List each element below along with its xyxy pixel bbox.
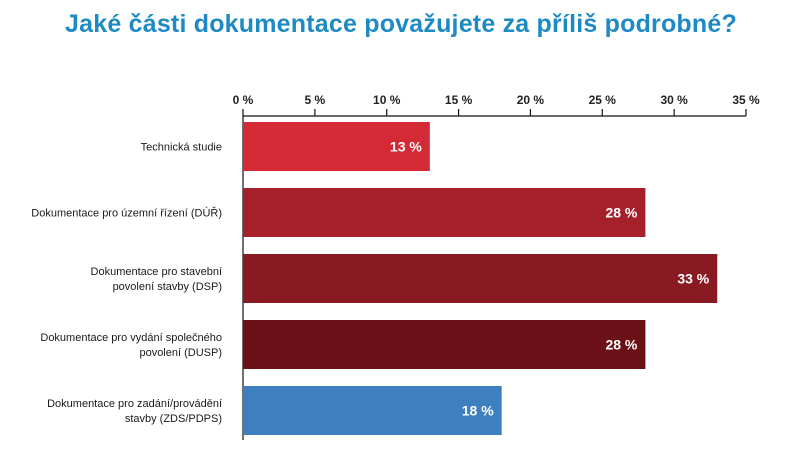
x-tick-label: 25 % — [589, 93, 617, 107]
category-label: povolení (DUSP) — [139, 347, 222, 359]
chart-title: Jaké části dokumentace považujete za pří… — [65, 10, 737, 38]
bar-value-label: 13 % — [390, 139, 422, 155]
category-label: Dokumentace pro zadání/provádění — [47, 398, 222, 410]
bar-value-label: 28 % — [605, 205, 637, 221]
bar-value-label: 28 % — [605, 337, 637, 353]
category-label: Technická studie — [141, 142, 222, 154]
x-tick-label: 35 % — [732, 93, 760, 107]
x-tick-label: 0 % — [233, 93, 254, 107]
x-tick-label: 30 % — [660, 93, 688, 107]
category-label: stavby (ZDS/PDPS) — [125, 413, 222, 425]
x-tick-label: 5 % — [305, 93, 326, 107]
category-label: Dokumentace pro vydání společného — [40, 332, 222, 344]
category-label: Dokumentace pro stavební — [91, 266, 222, 278]
x-tick-label: 20 % — [517, 93, 545, 107]
bar — [243, 320, 646, 369]
bar-value-label: 33 % — [677, 271, 709, 287]
x-tick-label: 15 % — [445, 93, 473, 107]
bar — [243, 122, 430, 171]
bar-value-label: 18 % — [462, 403, 494, 419]
category-label: povolení stavby (DSP) — [113, 281, 222, 293]
bar — [243, 188, 646, 237]
bar — [243, 254, 718, 303]
bar — [243, 386, 502, 435]
category-label: Dokumentace pro územní řízení (DÚŘ) — [31, 207, 222, 220]
x-tick-label: 10 % — [373, 93, 401, 107]
